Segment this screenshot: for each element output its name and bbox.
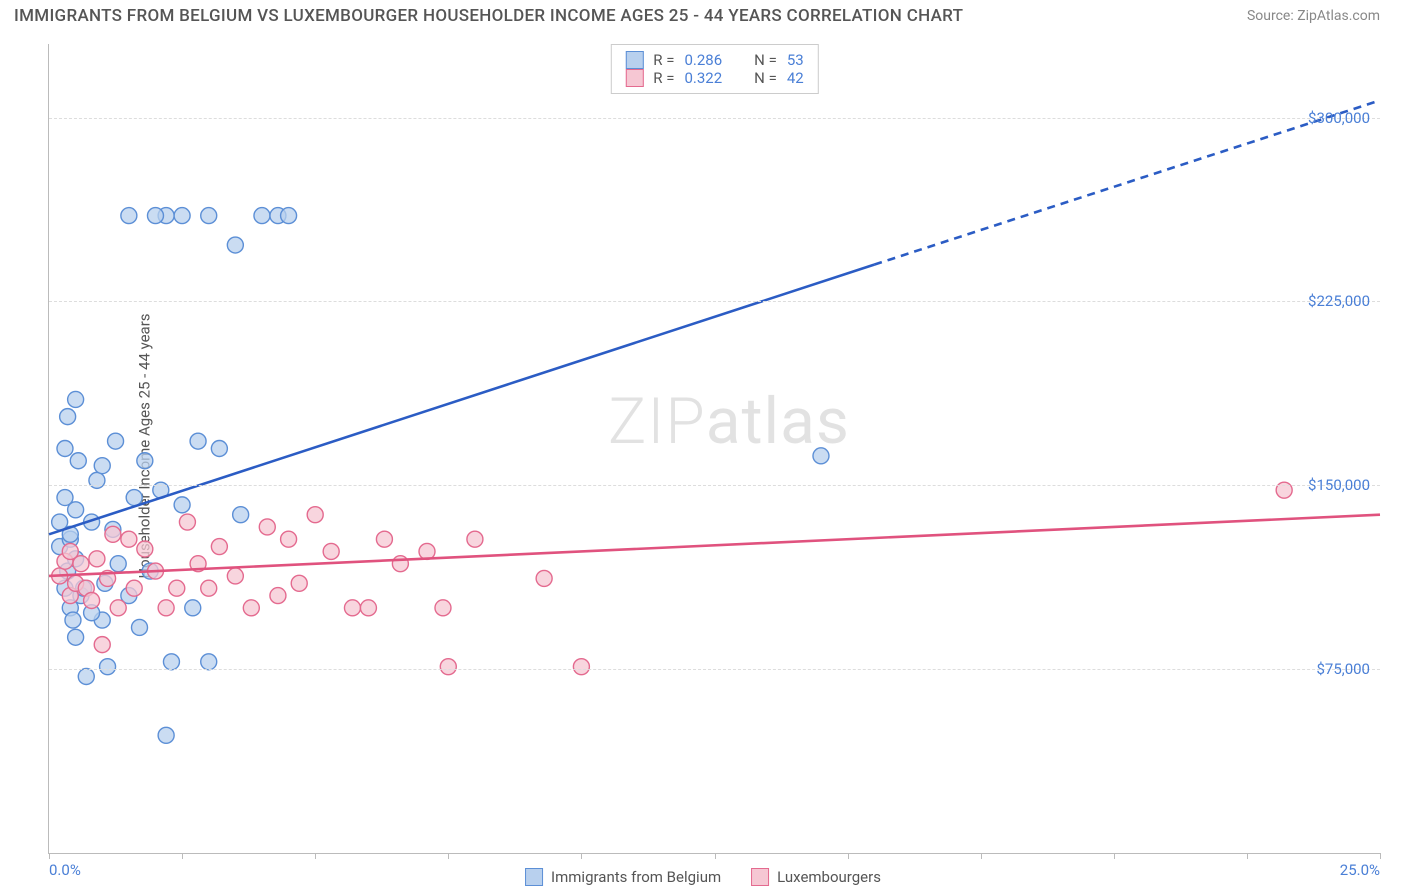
scatter-point [281,531,297,547]
chart-area: ZIPatlas R =0.286N =53R =0.322N =42 0.0%… [48,44,1380,854]
x-tick [1114,853,1115,859]
scatter-point [68,629,84,645]
scatter-point [243,600,259,616]
scatter-point [307,507,323,523]
scatter-point [65,612,81,628]
scatter-point [270,588,286,604]
scatter-point [227,568,243,584]
y-tick-label: $225,000 [1308,292,1370,310]
scatter-point [392,556,408,572]
scatter-point [211,539,227,555]
scatter-point [179,514,195,530]
scatter-point [281,208,297,224]
scatter-point [137,541,153,557]
trend-line-dashed [874,100,1380,264]
gridline-h [49,485,1380,486]
y-tick-label: $150,000 [1308,476,1370,494]
scatter-point [121,531,137,547]
legend-swatch [525,868,543,886]
scatter-point [100,659,116,675]
scatter-point [376,531,392,547]
gridline-h [49,669,1380,670]
scatter-point [73,556,89,572]
x-tick [448,853,449,859]
x-tick [182,853,183,859]
scatter-point [254,208,270,224]
x-min-label: 0.0% [49,861,81,879]
scatter-point [435,600,451,616]
scatter-point [110,556,126,572]
scatter-point [467,531,483,547]
scatter-point [89,551,105,567]
trend-line [49,515,1380,576]
gridline-h [49,118,1380,119]
scatter-point [227,237,243,253]
scatter-point [259,519,275,535]
x-tick [581,853,582,859]
scatter-point [70,453,86,469]
scatter-point [132,619,148,635]
scatter-point [110,600,126,616]
x-tick [1247,853,1248,859]
source-label: Source: ZipAtlas.com [1247,8,1380,24]
scatter-point [94,637,110,653]
scatter-point [211,441,227,457]
y-tick-label: $300,000 [1308,109,1370,127]
x-tick [1380,853,1381,859]
scatter-point [68,502,84,518]
scatter-point [57,441,73,457]
scatter-point [68,391,84,407]
scatter-point [185,600,201,616]
scatter-point [163,654,179,670]
scatter-point [105,526,121,542]
scatter-point [201,654,217,670]
x-tick [981,853,982,859]
scatter-point [126,490,142,506]
x-tick [49,853,50,859]
scatter-point [201,580,217,596]
scatter-point [813,448,829,464]
scatter-point [169,580,185,596]
scatter-point [291,575,307,591]
legend-series-label: Immigrants from Belgium [551,868,721,886]
scatter-point [360,600,376,616]
scatter-point [201,208,217,224]
x-tick [315,853,316,859]
legend-series: Immigrants from Belgium Luxembourgers [525,868,881,886]
scatter-point [174,497,190,513]
legend-series-item: Luxembourgers [751,868,881,886]
scatter-point [60,409,76,425]
trend-line [49,265,874,535]
x-tick [715,853,716,859]
scatter-point [94,458,110,474]
scatter-point [440,659,456,675]
scatter-point [573,659,589,675]
scatter-point [126,580,142,596]
scatter-point [147,208,163,224]
scatter-point [137,453,153,469]
scatter-point [190,433,206,449]
y-tick-label: $75,000 [1316,660,1370,678]
scatter-point [121,208,137,224]
x-max-label: 25.0% [1340,861,1380,879]
scatter-point [233,507,249,523]
legend-swatch [751,868,769,886]
scatter-point [323,543,339,559]
scatter-point [344,600,360,616]
legend-series-label: Luxembourgers [777,868,881,886]
scatter-point [536,570,552,586]
scatter-point [158,600,174,616]
scatter-plot-svg [49,44,1380,853]
gridline-h [49,301,1380,302]
x-tick [848,853,849,859]
chart-title: IMMIGRANTS FROM BELGIUM VS LUXEMBOURGER … [14,6,963,26]
legend-series-item: Immigrants from Belgium [525,868,721,886]
scatter-point [108,433,124,449]
scatter-point [174,208,190,224]
scatter-point [84,592,100,608]
scatter-point [158,727,174,743]
scatter-point [78,668,94,684]
